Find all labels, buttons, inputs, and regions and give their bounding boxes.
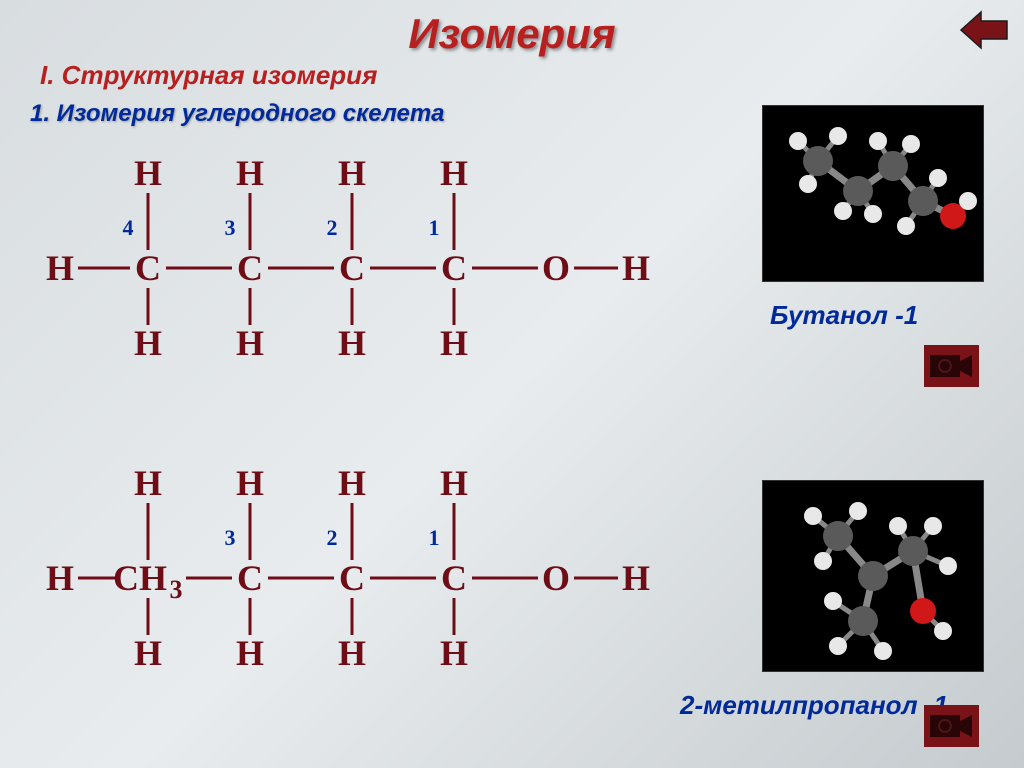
section-heading-1: I. Структурная изомерия	[40, 60, 377, 91]
svg-text:H: H	[622, 558, 650, 598]
model-3d-2-methylpropanol-1	[762, 480, 984, 672]
svg-text:CH: CH	[113, 558, 167, 598]
svg-text:H: H	[46, 558, 74, 598]
svg-text:H: H	[46, 248, 74, 288]
svg-text:H: H	[338, 463, 366, 503]
svg-text:H: H	[134, 323, 162, 363]
camera-button-1[interactable]	[924, 345, 979, 387]
svg-text:H: H	[440, 463, 468, 503]
svg-text:H: H	[338, 153, 366, 193]
svg-text:3: 3	[225, 525, 236, 550]
svg-text:4: 4	[123, 215, 134, 240]
svg-text:C: C	[237, 248, 263, 288]
svg-text:O: O	[542, 558, 570, 598]
svg-text:1: 1	[429, 215, 440, 240]
svg-text:H: H	[134, 633, 162, 673]
nav-back-icon	[961, 12, 1007, 48]
svg-text:2: 2	[327, 525, 338, 550]
svg-text:C: C	[237, 558, 263, 598]
label-butanol-1: Бутанол -1	[770, 300, 918, 331]
svg-text:3: 3	[170, 575, 183, 604]
nav-back-button[interactable]	[959, 10, 1009, 50]
svg-text:H: H	[236, 463, 264, 503]
svg-text:H: H	[236, 153, 264, 193]
svg-text:C: C	[339, 558, 365, 598]
label-2-methylpropanol-1: 2-метилпропанол -1	[680, 690, 948, 721]
page-title: Изомерия	[408, 10, 615, 58]
svg-text:H: H	[440, 633, 468, 673]
svg-text:C: C	[339, 248, 365, 288]
svg-text:2: 2	[327, 215, 338, 240]
camera-button-2[interactable]	[924, 705, 979, 747]
svg-text:H: H	[134, 463, 162, 503]
section-heading-2: 1. Изомерия углеродного скелета	[30, 100, 445, 128]
svg-text:1: 1	[429, 525, 440, 550]
svg-text:C: C	[441, 558, 467, 598]
svg-text:H: H	[440, 153, 468, 193]
svg-text:H: H	[134, 153, 162, 193]
formula-2-methylpropanol-1: HHHH 321 HCH3CCCOH HHHH	[30, 460, 750, 685]
svg-text:H: H	[338, 323, 366, 363]
svg-text:3: 3	[225, 215, 236, 240]
svg-text:O: O	[542, 248, 570, 288]
svg-text:C: C	[135, 248, 161, 288]
svg-text:H: H	[236, 633, 264, 673]
svg-text:H: H	[440, 323, 468, 363]
svg-text:H: H	[622, 248, 650, 288]
formula-butanol-1: HHHH 4321 HCCCCOH HHHH	[30, 150, 730, 375]
svg-text:H: H	[338, 633, 366, 673]
svg-text:C: C	[441, 248, 467, 288]
svg-text:H: H	[236, 323, 264, 363]
model-3d-butanol-1	[762, 105, 984, 282]
